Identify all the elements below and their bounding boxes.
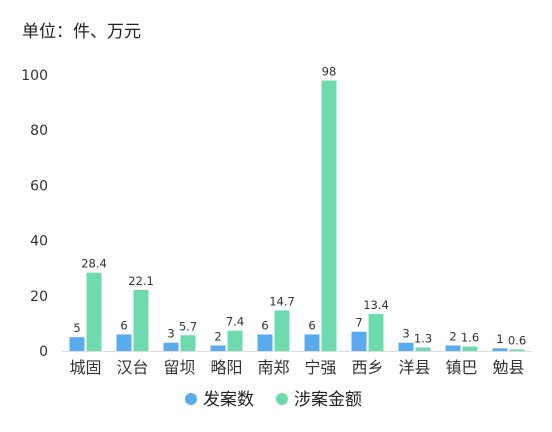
bar-case-count[interactable] (163, 342, 179, 351)
bar-case-count[interactable] (351, 331, 367, 351)
data-label: 14.7 (269, 294, 295, 308)
chart-unit-label: 单位：件、万元 (22, 22, 141, 42)
y-tick-label: 0 (39, 344, 48, 360)
x-category-label: 汉台 (116, 358, 148, 377)
bar-amount[interactable] (368, 314, 384, 351)
y-tick-label: 40 (30, 234, 48, 250)
bar-case-count[interactable] (69, 337, 85, 351)
bar-case-count[interactable] (492, 348, 508, 351)
data-label: 6 (308, 318, 315, 332)
data-label: 5 (73, 321, 80, 335)
bar-case-count[interactable] (398, 342, 414, 351)
bar-case-count[interactable] (210, 345, 226, 351)
bar-amount[interactable] (180, 335, 196, 351)
y-tick-label: 20 (30, 289, 48, 305)
x-category-label: 宁强 (304, 358, 336, 377)
bar-case-count[interactable] (445, 345, 461, 351)
bar-amount[interactable] (321, 80, 337, 352)
bars-group (69, 80, 525, 352)
y-tick-label: 100 (21, 68, 48, 84)
bar-amount[interactable] (86, 272, 102, 351)
y-axis: 0 20 40 60 80 100 (21, 68, 48, 360)
bar-amount[interactable] (274, 310, 290, 351)
legend[interactable]: 发案数 涉案金额 (185, 390, 362, 410)
legend-marker (276, 393, 288, 405)
x-category-label: 南郑 (257, 358, 289, 377)
data-label: 13.4 (363, 298, 389, 312)
bar-amount[interactable] (133, 290, 149, 351)
data-label: 22.1 (128, 274, 154, 288)
data-label: 3 (402, 327, 409, 341)
data-label: 1 (496, 332, 503, 346)
x-category-label: 勉县 (492, 358, 524, 377)
legend-item-label[interactable]: 涉案金额 (294, 390, 362, 410)
data-label: 3 (167, 327, 174, 341)
data-label: 7 (355, 316, 362, 330)
bar-amount[interactable] (415, 347, 431, 351)
data-label: 6 (120, 318, 127, 332)
bar-amount[interactable] (462, 346, 478, 351)
legend-marker (185, 393, 197, 405)
x-axis: 城固 汉台 留坝 略阳 南郑 宁强 西乡 洋县 镇巴 勉县 (69, 358, 524, 377)
x-category-label: 洋县 (398, 358, 430, 377)
data-label: 1.3 (414, 331, 432, 345)
bar-case-count[interactable] (116, 334, 132, 351)
data-label: 7.4 (226, 315, 244, 329)
data-label: 2 (449, 329, 456, 343)
data-label: 2 (214, 329, 221, 343)
data-label: 6 (261, 318, 268, 332)
bar-amount[interactable] (509, 349, 525, 351)
bar-case-count[interactable] (257, 334, 273, 351)
y-tick-label: 80 (30, 123, 48, 139)
data-label: 5.7 (179, 319, 197, 333)
data-label: 98 (322, 65, 337, 79)
bar-amount[interactable] (227, 330, 243, 351)
data-label: 1.6 (461, 331, 479, 345)
x-category-label: 西乡 (351, 358, 383, 377)
y-tick-label: 60 (30, 178, 48, 194)
legend-item-label[interactable]: 发案数 (203, 390, 254, 410)
x-category-label: 略阳 (210, 358, 242, 377)
data-label: 28.4 (81, 257, 107, 271)
x-category-label: 城固 (69, 358, 101, 377)
x-category-label: 留坝 (163, 358, 195, 377)
data-label: 0.6 (508, 333, 526, 347)
x-category-label: 镇巴 (445, 358, 477, 377)
bar-case-count[interactable] (304, 334, 320, 351)
